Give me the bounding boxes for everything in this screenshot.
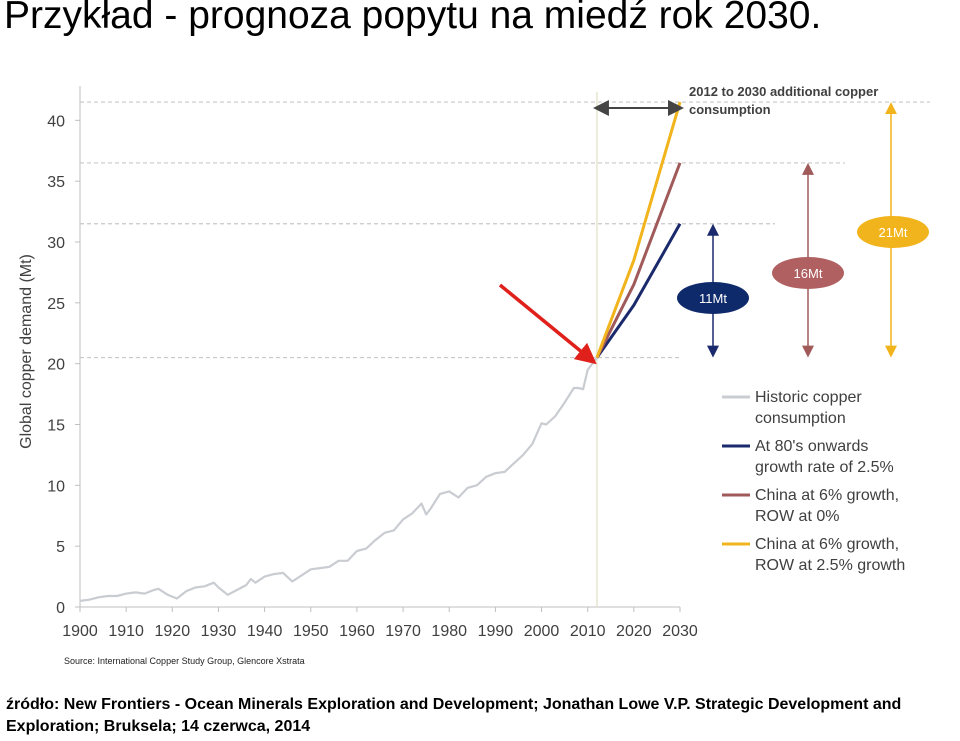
y-tick-label: 35 — [47, 174, 65, 191]
chart-source-note: Source: International Copper Study Group… — [64, 656, 305, 666]
series-line-2 — [595, 162, 682, 359]
y-tick-label: 40 — [47, 113, 65, 130]
badge-ellipse-2 — [857, 216, 929, 248]
series-line-3 — [595, 101, 682, 359]
x-tick-label: 1960 — [339, 623, 375, 640]
y-tick-label: 0 — [56, 600, 65, 617]
x-tick-label: 1990 — [478, 623, 514, 640]
source-footer: źródło: New Frontiers - Ocean Minerals E… — [6, 696, 902, 735]
legend-entry-2: China at 6% growth, ROW at 0% — [755, 487, 899, 525]
annotation-line-2: consumption — [689, 102, 771, 117]
y-tick-label: 20 — [47, 357, 65, 374]
legend-entry-3: China at 6% growth, ROW at 2.5% growth — [755, 536, 905, 574]
y-axis-title: Global copper demand (Mt) — [18, 254, 35, 449]
x-tick-label: 1950 — [293, 623, 329, 640]
y-tick-label: 5 — [56, 539, 65, 556]
series-line-1 — [595, 223, 682, 359]
y-tick-label: 15 — [47, 418, 65, 435]
x-tick-label: 2020 — [616, 623, 652, 640]
x-tick-label: 1980 — [431, 623, 467, 640]
series-line-0 — [79, 356, 598, 602]
x-tick-label: 1920 — [155, 623, 191, 640]
annotation-line-1: 2012 to 2030 additional copper — [689, 84, 878, 99]
slide-title: Przykład - prognoza popytu na miedź rok … — [4, 0, 822, 37]
x-tick-label: 2000 — [524, 623, 560, 640]
x-tick-label: 1910 — [108, 623, 144, 640]
legend-entry-0: Historic copper consumption — [755, 389, 862, 427]
x-tick-label: 2030 — [662, 623, 698, 640]
y-tick-label: 30 — [47, 235, 65, 252]
copper-demand-chart: 0 5 10 15 20 25 30 35 40 1900 1910 1920 1930 1940 1950… — [18, 84, 930, 666]
red-pointer-arrow — [498, 283, 597, 365]
badge-label-1: 16Mt — [794, 266, 823, 281]
x-tick-label: 1970 — [385, 623, 421, 640]
y-tick-label: 10 — [47, 478, 65, 495]
badge-label-0: 11Mt — [699, 291, 727, 306]
badge-label-2: 21Mt — [879, 225, 908, 240]
legend-entry-1: At 80's onwards growth rate of 2.5% — [755, 438, 894, 476]
x-tick-label: 1940 — [247, 623, 283, 640]
y-tick-label: 25 — [47, 296, 65, 313]
badge-ellipse-0 — [677, 282, 749, 314]
x-tick-label: 1930 — [201, 623, 237, 640]
x-tick-label: 2010 — [570, 623, 606, 640]
x-tick-label: 1900 — [62, 623, 98, 640]
badge-ellipse-1 — [772, 257, 844, 289]
